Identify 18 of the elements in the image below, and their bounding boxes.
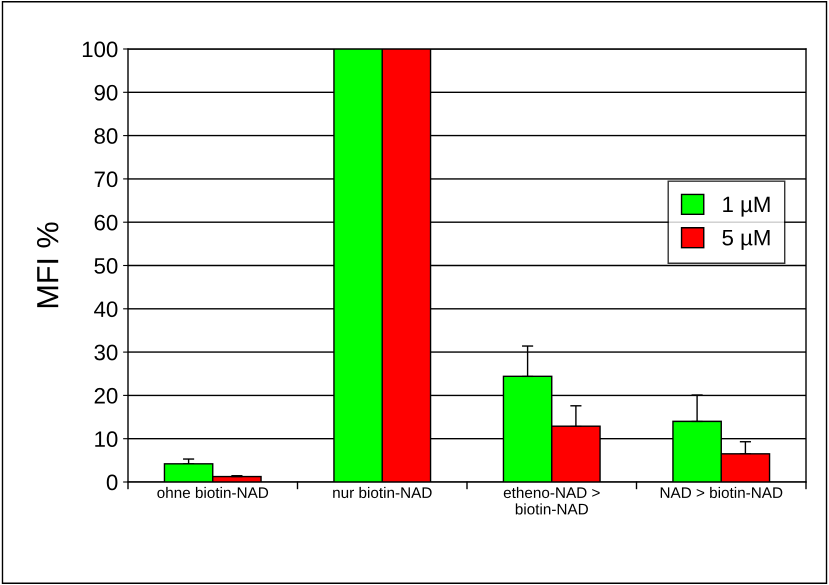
y-tick-label: 0 <box>106 474 118 490</box>
y-tick-label: 100 <box>82 42 118 58</box>
y-axis-title: MFI % <box>36 222 58 308</box>
y-tick-label: 70 <box>94 171 118 188</box>
x-tick-label: NAD > biotin-NAD <box>660 486 782 498</box>
y-tick-label: 50 <box>94 258 118 274</box>
y-tick-label: 90 <box>94 84 118 101</box>
legend-label: 5 µM <box>722 230 770 250</box>
y-tick-label: 60 <box>94 214 118 230</box>
x-tick-label: nur biotin-NAD <box>333 486 432 498</box>
y-tick-label: 20 <box>94 388 118 404</box>
x-tick-label: ohne biotin-NAD <box>157 486 268 498</box>
y-tick-label: 30 <box>94 344 118 360</box>
legend-label: 1 µM <box>723 196 770 217</box>
y-tick-label: 10 <box>95 431 118 447</box>
y-tick-label: 40 <box>94 301 118 318</box>
x-tick-label: etheno-NAD > biotin-NAD <box>504 486 600 515</box>
y-tick-label: 80 <box>94 128 118 144</box>
